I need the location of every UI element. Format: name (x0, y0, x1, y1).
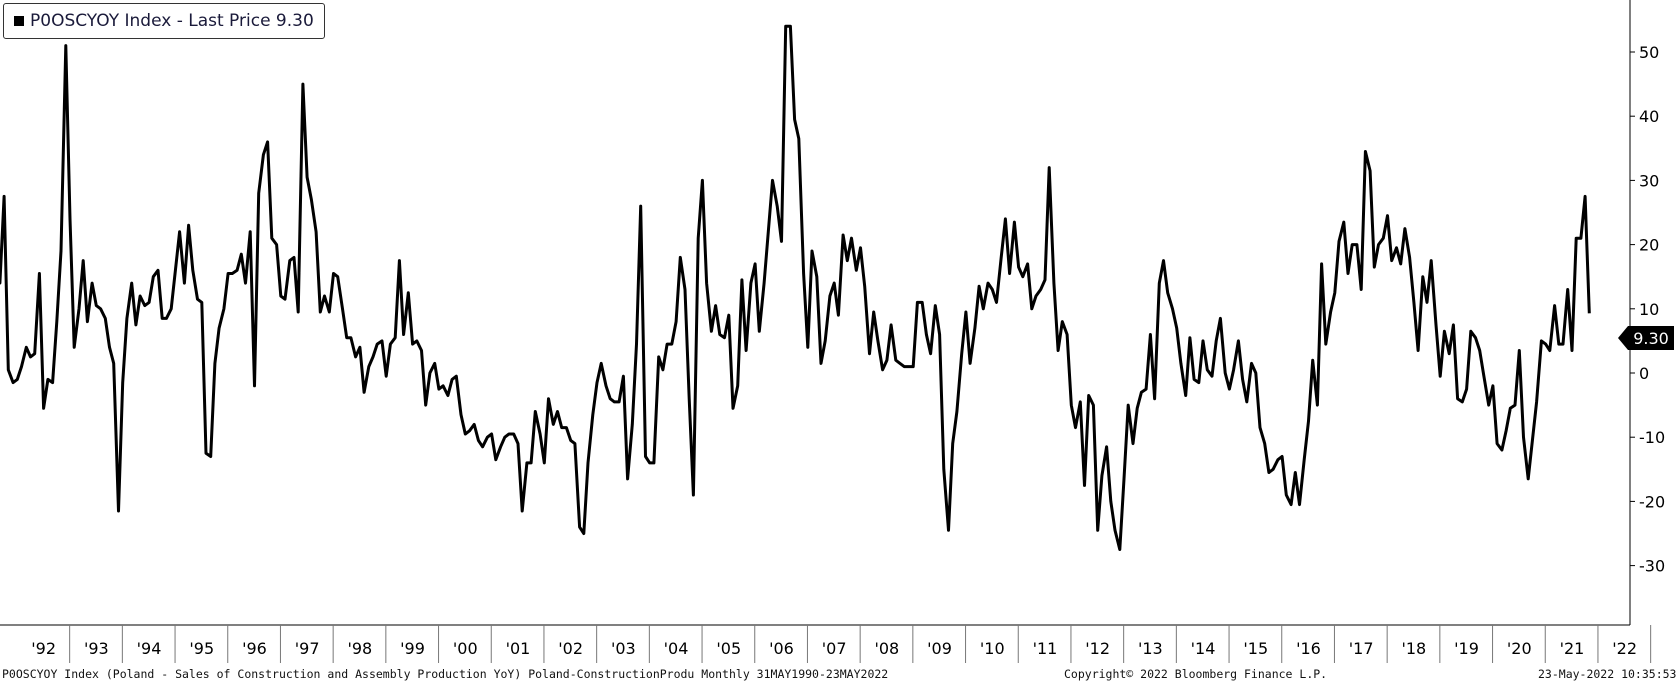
y-tick-label: 30 (1639, 171, 1659, 190)
footer-description: P0OSCYOY Index (Poland - Sales of Constr… (2, 667, 889, 681)
x-tick-label: '97 (295, 639, 320, 658)
last-price-value: 9.30 (1633, 328, 1669, 348)
x-tick-label: '96 (242, 639, 267, 658)
x-tick-label: '14 (1191, 639, 1216, 658)
series-line (0, 24, 1591, 551)
legend-swatch (14, 16, 24, 26)
x-tick-label: '99 (400, 639, 425, 658)
x-tick-label: '12 (1085, 639, 1110, 658)
x-tick-label: '21 (1560, 639, 1585, 658)
y-tick-label: 40 (1639, 107, 1659, 126)
y-axis: -30-20-100102030405060 (1629, 0, 1665, 625)
x-tick-label: '20 (1507, 639, 1532, 658)
y-tick-label: -20 (1639, 492, 1665, 511)
x-axis: '92 '93 '94 '95 '96 '97 '98 '99 '00 '01 '02 '03 '04 '… (0, 624, 1652, 663)
footer-copyright: Copyright© 2022 Bloomberg Finance L.P. (1064, 667, 1328, 681)
x-tick-label: '15 (1243, 639, 1268, 658)
x-tick-label: '03 (611, 639, 636, 658)
x-tick-label: '95 (189, 639, 214, 658)
y-tick-label: 10 (1639, 300, 1659, 319)
x-tick-label: '93 (84, 639, 109, 658)
x-tick-label: '18 (1401, 639, 1426, 658)
x-tick-label: '09 (927, 639, 952, 658)
x-tick-label: '19 (1454, 639, 1479, 658)
y-tick-label: -10 (1639, 428, 1665, 447)
x-tick-label: '04 (664, 639, 689, 658)
x-tick-label: '00 (453, 639, 478, 658)
x-tick-label: '22 (1612, 639, 1637, 658)
legend-label: P0OSCYOY Index - Last Price 9.30 (30, 11, 314, 31)
x-tick-label: '92 (31, 639, 56, 658)
x-tick-label: '17 (1349, 639, 1374, 658)
y-tick-label: 20 (1639, 236, 1659, 255)
x-tick-label: '94 (137, 639, 162, 658)
x-tick-label: '11 (1033, 639, 1058, 658)
footer-timestamp: 23-May-2022 10:35:53 (1538, 667, 1676, 681)
x-tick-label: '16 (1296, 639, 1321, 658)
x-tick-label: '07 (822, 639, 847, 658)
x-tick-label: '06 (769, 639, 794, 658)
x-tick-label: '01 (506, 639, 531, 658)
x-tick-label: '10 (980, 639, 1005, 658)
legend: P0OSCYOY Index - Last Price 9.30 (3, 3, 325, 39)
x-tick-label: '05 (716, 639, 741, 658)
x-tick-label: '98 (347, 639, 372, 658)
y-tick-label: -30 (1639, 557, 1665, 576)
last-price-badge: 9.30 (1618, 326, 1674, 350)
series-layer (0, 24, 1591, 551)
x-tick-label: '13 (1138, 639, 1163, 658)
y-tick-label: 0 (1639, 364, 1649, 383)
x-tick-label: '02 (558, 639, 583, 658)
y-tick-label: 50 (1639, 43, 1659, 62)
x-tick-label: '08 (874, 639, 899, 658)
